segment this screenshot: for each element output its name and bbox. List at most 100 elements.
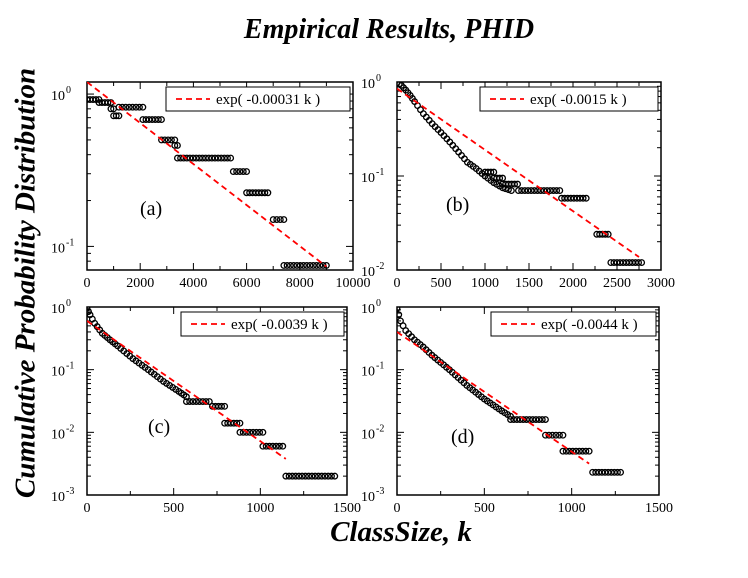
data-point [416, 341, 424, 349]
data-point [205, 398, 213, 405]
data-point [309, 261, 317, 269]
data-point [293, 261, 301, 269]
y-tick-exponent: 0 [66, 85, 71, 96]
data-point [285, 472, 293, 480]
data-point [125, 103, 133, 111]
data-point [529, 416, 537, 423]
data-point [553, 187, 561, 195]
y-tick-exponent: -2 [376, 261, 384, 272]
y-tick-label: 10 [51, 365, 65, 380]
x-tick-label: 0 [394, 276, 401, 291]
data-point [461, 155, 468, 163]
data-point [318, 472, 326, 480]
y-tick-label: 10 [361, 302, 375, 317]
data-point [507, 416, 514, 423]
x-tick-label: 4000 [179, 276, 207, 291]
data-point [507, 187, 515, 195]
legend-box [180, 311, 345, 337]
data-point [303, 261, 311, 269]
data-point [614, 468, 621, 476]
panel-label: (c) [148, 416, 170, 438]
data-point [126, 352, 134, 360]
fit-line [397, 87, 640, 258]
data-point [559, 431, 567, 439]
data-point [211, 154, 219, 162]
y-tick-label: 10 [361, 171, 375, 186]
data-point [510, 416, 518, 423]
y-tick-exponent: 0 [66, 298, 71, 309]
y-tick-exponent: -1 [376, 361, 384, 372]
data-point [236, 428, 244, 436]
panel-label: (d) [451, 426, 474, 448]
y-tick-exponent: -3 [66, 486, 74, 497]
x-tick-label: 10000 [336, 276, 371, 291]
data-point [205, 154, 213, 162]
data-point [292, 472, 300, 480]
data-point [141, 364, 149, 371]
y-tick-label: 10 [51, 302, 65, 317]
data-point [139, 103, 147, 111]
x-tick-label: 1000 [471, 276, 499, 291]
data-point [208, 154, 216, 162]
data-point [164, 136, 172, 144]
data-point [556, 187, 564, 195]
data-point [182, 398, 190, 405]
data-point [180, 391, 188, 399]
data-point [214, 154, 222, 162]
y-tick-exponent: 0 [376, 298, 381, 309]
x-tick-label: 1500 [515, 276, 543, 291]
data-point [252, 428, 260, 436]
y-tick-label: 10 [51, 89, 65, 104]
data-point [496, 174, 504, 182]
data-point [305, 472, 313, 480]
legend-label: exp( -0.00031 k ) [216, 92, 320, 108]
data-point [585, 447, 593, 455]
data-point [331, 472, 339, 480]
data-point [229, 168, 237, 175]
data-point [555, 431, 563, 439]
data-point [279, 442, 287, 450]
x-tick-label: 6000 [233, 276, 261, 291]
data-point [511, 180, 519, 188]
data-point [527, 187, 535, 195]
x-tick-label: 1000 [246, 501, 274, 516]
data-point [518, 187, 526, 195]
y-tick-label: 10 [361, 77, 375, 92]
data-point [236, 168, 244, 175]
data-point [635, 259, 643, 267]
data-point [321, 472, 329, 480]
data-point [173, 154, 181, 162]
data-point [168, 136, 175, 144]
y-tick-label: 10 [51, 241, 65, 256]
data-point [189, 154, 197, 162]
x-tick-label: 1500 [333, 501, 361, 516]
data-point [313, 261, 321, 269]
data-point [217, 154, 225, 162]
data-point [239, 168, 247, 175]
data-point [549, 431, 556, 439]
data-series [397, 307, 625, 476]
data-point [469, 163, 477, 170]
x-tick-label: 3000 [647, 276, 675, 291]
data-point [221, 402, 229, 410]
data-point [530, 187, 538, 195]
data-point [243, 428, 250, 436]
data-point [300, 261, 307, 269]
data-point [575, 447, 583, 455]
data-point [171, 141, 179, 149]
y-tick-exponent: -1 [66, 237, 74, 248]
data-point [112, 112, 120, 120]
data-point [513, 416, 521, 423]
data-point [452, 145, 460, 153]
data-point [135, 103, 143, 111]
data-point [308, 472, 316, 480]
data-point [524, 187, 532, 195]
data-point [186, 154, 194, 162]
legend-box [490, 311, 657, 337]
data-point [88, 315, 96, 323]
data-point [434, 126, 442, 134]
data-point [132, 103, 140, 111]
fit-line [397, 331, 590, 465]
data-point [122, 103, 130, 111]
